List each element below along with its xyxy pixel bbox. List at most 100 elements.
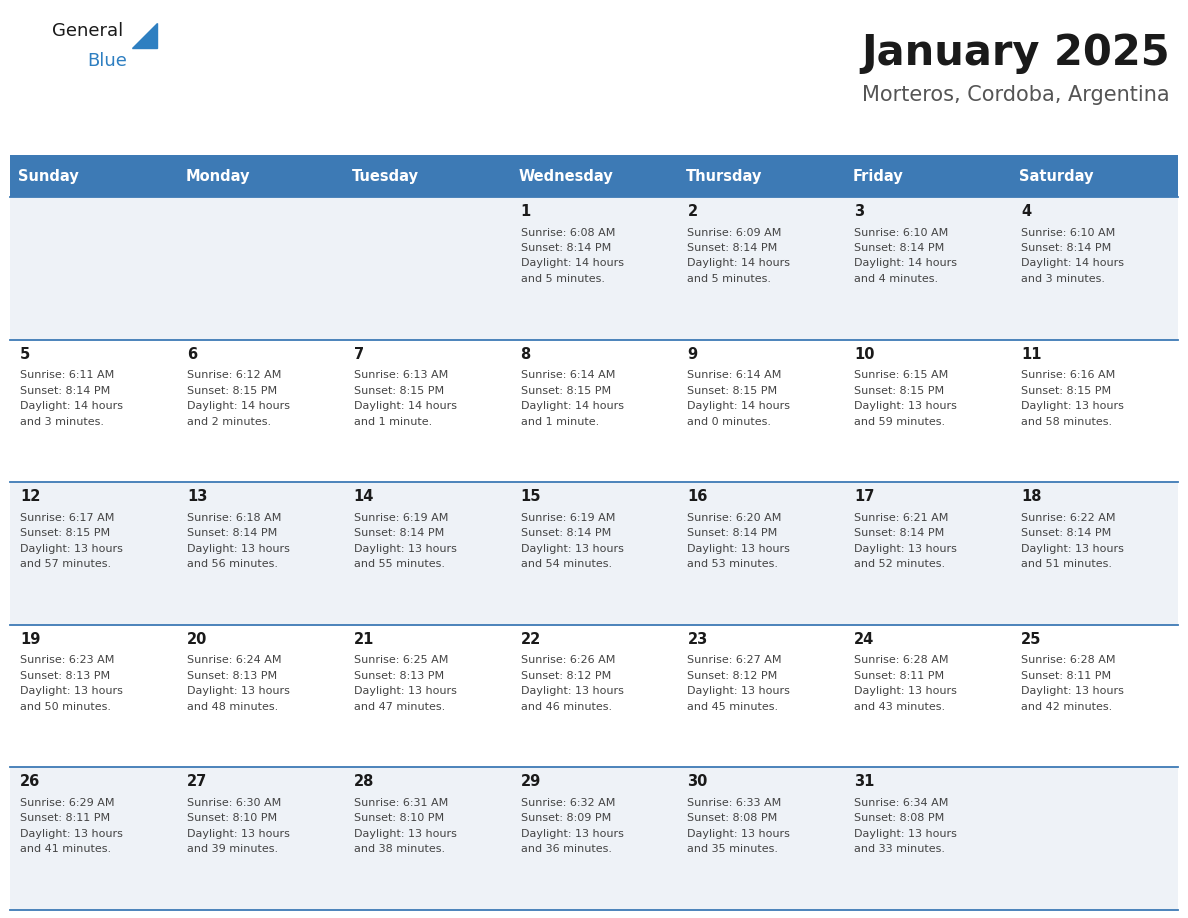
Text: and 3 minutes.: and 3 minutes.: [20, 417, 105, 427]
Bar: [10, 625, 1178, 767]
Text: Sunset: 8:15 PM: Sunset: 8:15 PM: [187, 386, 277, 396]
Text: and 1 minute.: and 1 minute.: [520, 417, 599, 427]
Text: and 52 minutes.: and 52 minutes.: [854, 559, 946, 569]
Text: Sunrise: 6:32 AM: Sunrise: 6:32 AM: [520, 798, 615, 808]
Text: Sunset: 8:14 PM: Sunset: 8:14 PM: [854, 528, 944, 538]
Text: Sunrise: 6:28 AM: Sunrise: 6:28 AM: [1022, 655, 1116, 666]
Text: Daylight: 14 hours: Daylight: 14 hours: [688, 259, 790, 268]
Text: Daylight: 13 hours: Daylight: 13 hours: [688, 687, 790, 696]
Bar: [10, 340, 1178, 482]
Bar: [177, 155, 343, 197]
Text: Sunrise: 6:29 AM: Sunrise: 6:29 AM: [20, 798, 114, 808]
Text: Sunrise: 6:33 AM: Sunrise: 6:33 AM: [688, 798, 782, 808]
Text: Daylight: 14 hours: Daylight: 14 hours: [354, 401, 456, 411]
Text: Sunrise: 6:14 AM: Sunrise: 6:14 AM: [520, 370, 615, 380]
Text: Daylight: 13 hours: Daylight: 13 hours: [187, 829, 290, 839]
Text: and 36 minutes.: and 36 minutes.: [520, 845, 612, 855]
Text: Sunrise: 6:17 AM: Sunrise: 6:17 AM: [20, 512, 114, 522]
Bar: [10, 155, 177, 197]
Text: Sunset: 8:15 PM: Sunset: 8:15 PM: [520, 386, 611, 396]
Text: Sunrise: 6:26 AM: Sunrise: 6:26 AM: [520, 655, 615, 666]
Text: Sunset: 8:10 PM: Sunset: 8:10 PM: [354, 813, 444, 823]
Text: and 5 minutes.: and 5 minutes.: [688, 274, 771, 284]
Bar: [10, 767, 1178, 910]
Text: Sunset: 8:13 PM: Sunset: 8:13 PM: [20, 671, 110, 681]
Text: Sunrise: 6:30 AM: Sunrise: 6:30 AM: [187, 798, 282, 808]
Text: 8: 8: [520, 347, 531, 362]
Text: Daylight: 13 hours: Daylight: 13 hours: [354, 687, 456, 696]
Text: 16: 16: [688, 489, 708, 504]
Text: 5: 5: [20, 347, 30, 362]
Text: 20: 20: [187, 632, 207, 647]
Text: Daylight: 13 hours: Daylight: 13 hours: [854, 401, 958, 411]
Text: 17: 17: [854, 489, 874, 504]
Bar: [1011, 155, 1178, 197]
Text: 31: 31: [854, 775, 874, 789]
Text: and 59 minutes.: and 59 minutes.: [854, 417, 946, 427]
Text: Sunset: 8:14 PM: Sunset: 8:14 PM: [520, 528, 611, 538]
Text: 24: 24: [854, 632, 874, 647]
Text: Daylight: 13 hours: Daylight: 13 hours: [1022, 687, 1124, 696]
Text: Daylight: 14 hours: Daylight: 14 hours: [688, 401, 790, 411]
Text: Blue: Blue: [87, 52, 127, 70]
Text: Sunset: 8:12 PM: Sunset: 8:12 PM: [688, 671, 778, 681]
Text: Sunset: 8:14 PM: Sunset: 8:14 PM: [187, 528, 277, 538]
Text: and 42 minutes.: and 42 minutes.: [1022, 701, 1112, 711]
Text: 21: 21: [354, 632, 374, 647]
Text: Sunrise: 6:18 AM: Sunrise: 6:18 AM: [187, 512, 282, 522]
Bar: [10, 197, 1178, 340]
Text: Sunset: 8:14 PM: Sunset: 8:14 PM: [520, 243, 611, 253]
Text: Sunrise: 6:21 AM: Sunrise: 6:21 AM: [854, 512, 949, 522]
Text: Sunset: 8:15 PM: Sunset: 8:15 PM: [854, 386, 944, 396]
Text: 15: 15: [520, 489, 541, 504]
Text: and 35 minutes.: and 35 minutes.: [688, 845, 778, 855]
Text: Daylight: 14 hours: Daylight: 14 hours: [854, 259, 958, 268]
Text: and 0 minutes.: and 0 minutes.: [688, 417, 771, 427]
Bar: [343, 155, 511, 197]
Text: Sunset: 8:11 PM: Sunset: 8:11 PM: [854, 671, 944, 681]
Text: Sunset: 8:15 PM: Sunset: 8:15 PM: [354, 386, 444, 396]
Text: Sunrise: 6:10 AM: Sunrise: 6:10 AM: [1022, 228, 1116, 238]
Text: 28: 28: [354, 775, 374, 789]
Text: Sunrise: 6:27 AM: Sunrise: 6:27 AM: [688, 655, 782, 666]
Text: and 39 minutes.: and 39 minutes.: [187, 845, 278, 855]
Text: Sunrise: 6:34 AM: Sunrise: 6:34 AM: [854, 798, 949, 808]
Text: Daylight: 14 hours: Daylight: 14 hours: [520, 401, 624, 411]
Text: Sunset: 8:11 PM: Sunset: 8:11 PM: [1022, 671, 1111, 681]
Text: Saturday: Saturday: [1019, 169, 1094, 184]
Text: and 38 minutes.: and 38 minutes.: [354, 845, 444, 855]
Text: Sunset: 8:14 PM: Sunset: 8:14 PM: [354, 528, 444, 538]
Text: and 2 minutes.: and 2 minutes.: [187, 417, 271, 427]
Text: Friday: Friday: [853, 169, 903, 184]
Text: Daylight: 13 hours: Daylight: 13 hours: [354, 543, 456, 554]
Text: 14: 14: [354, 489, 374, 504]
Text: 1: 1: [520, 204, 531, 219]
Text: Sunrise: 6:10 AM: Sunrise: 6:10 AM: [854, 228, 948, 238]
Text: Sunset: 8:15 PM: Sunset: 8:15 PM: [1022, 386, 1111, 396]
Bar: [677, 155, 845, 197]
Text: Daylight: 13 hours: Daylight: 13 hours: [20, 829, 122, 839]
Text: and 56 minutes.: and 56 minutes.: [187, 559, 278, 569]
Text: Sunset: 8:15 PM: Sunset: 8:15 PM: [688, 386, 778, 396]
Text: and 33 minutes.: and 33 minutes.: [854, 845, 946, 855]
Text: and 41 minutes.: and 41 minutes.: [20, 845, 112, 855]
Polygon shape: [132, 23, 157, 48]
Bar: [10, 482, 1178, 625]
Text: 7: 7: [354, 347, 364, 362]
Text: Sunset: 8:14 PM: Sunset: 8:14 PM: [854, 243, 944, 253]
Text: Morteros, Cordoba, Argentina: Morteros, Cordoba, Argentina: [862, 85, 1170, 105]
Text: Tuesday: Tuesday: [352, 169, 419, 184]
Text: Sunset: 8:15 PM: Sunset: 8:15 PM: [20, 528, 110, 538]
Text: Sunrise: 6:09 AM: Sunrise: 6:09 AM: [688, 228, 782, 238]
Text: Sunrise: 6:20 AM: Sunrise: 6:20 AM: [688, 512, 782, 522]
Text: Daylight: 13 hours: Daylight: 13 hours: [20, 543, 122, 554]
Text: and 47 minutes.: and 47 minutes.: [354, 701, 446, 711]
Text: 12: 12: [20, 489, 40, 504]
Text: and 51 minutes.: and 51 minutes.: [1022, 559, 1112, 569]
Text: and 55 minutes.: and 55 minutes.: [354, 559, 444, 569]
Text: Sunrise: 6:19 AM: Sunrise: 6:19 AM: [520, 512, 615, 522]
Text: 11: 11: [1022, 347, 1042, 362]
Text: and 1 minute.: and 1 minute.: [354, 417, 432, 427]
Text: Sunset: 8:08 PM: Sunset: 8:08 PM: [854, 813, 944, 823]
Text: Daylight: 14 hours: Daylight: 14 hours: [20, 401, 124, 411]
